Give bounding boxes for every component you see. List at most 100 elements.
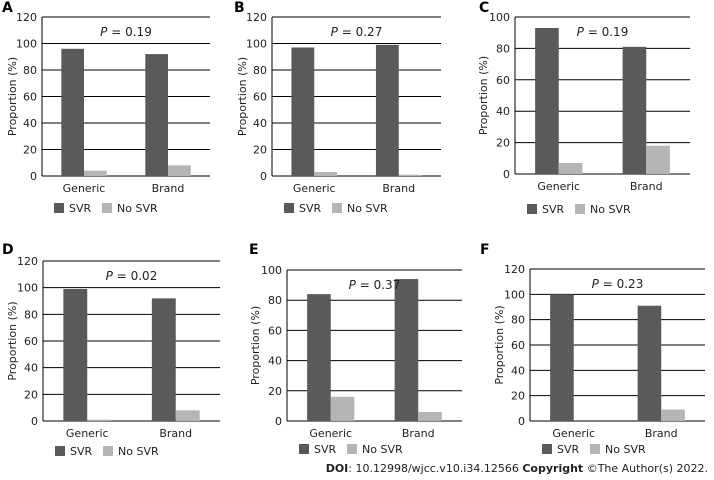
y-tick-label: 40 — [268, 355, 282, 368]
y-axis-label: Proportion (%) — [6, 57, 19, 136]
legend-label-svr: SVR — [70, 445, 93, 458]
y-tick-label: 120 — [16, 11, 37, 24]
legend-swatch-no-svr — [590, 444, 600, 454]
bar-svr-brand — [622, 46, 647, 174]
p-value: P = 0.37 — [349, 278, 401, 292]
y-tick-label: 20 — [268, 385, 282, 398]
legend-swatch-svr — [54, 203, 64, 213]
bar-no-svr-brand — [168, 165, 191, 176]
y-tick-label: 100 — [17, 282, 38, 295]
legend-label-no-svr: No SVR — [590, 203, 631, 216]
y-tick-label: 60 — [24, 335, 38, 348]
y-tick-label: 20 — [24, 388, 38, 401]
legend-swatch-no-svr — [102, 203, 112, 213]
legend-swatch-svr — [284, 203, 294, 213]
y-tick-label: 40 — [23, 117, 37, 130]
legend-swatch-no-svr — [575, 204, 585, 214]
bar-no-svr-generic — [84, 170, 107, 176]
legend-label-svr: SVR — [299, 202, 322, 215]
y-tick-label: 60 — [496, 74, 510, 87]
bar-svr-brand — [145, 54, 168, 176]
y-tick-label: 60 — [511, 339, 525, 352]
bar-svr-generic — [535, 27, 559, 174]
legend-label-svr: SVR — [69, 202, 92, 215]
y-tick-label: 0 — [503, 168, 510, 181]
x-tick-label: Generic — [537, 180, 580, 193]
legend-swatch-no-svr — [332, 203, 342, 213]
copyright-label: Copyright — [522, 462, 584, 475]
x-tick-label: Generic — [66, 427, 109, 440]
y-tick-label: 100 — [16, 38, 37, 51]
x-tick-label: Generic — [309, 427, 352, 440]
y-axis-label: Proportion (%) — [6, 301, 19, 380]
y-axis-label: Proportion (%) — [477, 56, 490, 135]
bar-svr-brand — [375, 44, 399, 177]
legend-label-no-svr: No SVR — [362, 443, 403, 456]
p-value: P = 0.19 — [100, 25, 152, 39]
y-tick-label: 20 — [253, 144, 267, 157]
bar-svr-brand — [637, 305, 662, 421]
y-tick-label: 40 — [253, 117, 267, 130]
bar-svr-generic — [61, 48, 84, 176]
legend-label-svr: SVR — [542, 203, 565, 216]
bar-no-svr-brand — [398, 174, 422, 176]
legend-label-no-svr: No SVR — [347, 202, 388, 215]
chart-panel-c: C 0 20 40 60 80 100 Proportion (%) Generic Brand P… — [477, 0, 690, 216]
y-tick-label: 100 — [261, 264, 282, 277]
y-tick-label: 80 — [511, 314, 525, 327]
panel-letter: E — [249, 242, 259, 258]
y-tick-label: 120 — [504, 263, 525, 276]
y-tick-label: 80 — [496, 42, 510, 55]
p-value: P = 0.27 — [331, 25, 383, 39]
y-tick-label: 80 — [23, 64, 37, 77]
chart-panel-e: E 0 20 40 60 80 100 Proportion (%) Generic Brand P… — [249, 242, 462, 456]
y-tick-label: 80 — [268, 294, 282, 307]
y-tick-label: 0 — [260, 170, 267, 183]
y-tick-label: 80 — [253, 64, 267, 77]
y-axis-label: Proportion (%) — [249, 306, 262, 385]
bar-no-svr-generic — [330, 396, 355, 421]
doi-label: DOI — [325, 462, 349, 475]
y-tick-label: 0 — [518, 415, 525, 428]
y-axis-label: Proportion (%) — [236, 57, 249, 136]
chart-panel-b: B 0 20 40 60 80 100 120 Proportion (%) Generic Bra… — [234, 0, 441, 215]
bar-svr-generic — [63, 289, 88, 421]
panel-letter: B — [234, 0, 245, 16]
legend-label-no-svr: No SVR — [118, 445, 159, 458]
y-tick-label: 0 — [275, 415, 282, 428]
panel-letter: C — [479, 0, 489, 16]
legend-swatch-no-svr — [347, 444, 357, 454]
y-tick-label: 80 — [24, 308, 38, 321]
bar-no-svr-brand — [175, 410, 200, 421]
x-tick-label: Generic — [63, 182, 106, 195]
x-tick-label: Generic — [552, 427, 595, 440]
bar-no-svr-brand — [418, 411, 442, 421]
bar-no-svr-generic — [314, 172, 338, 176]
x-tick-label: Brand — [645, 427, 678, 440]
legend: SVR No SVR — [55, 445, 159, 458]
x-tick-label: Brand — [382, 182, 415, 195]
bar-no-svr-brand — [646, 145, 670, 174]
y-tick-label: 0 — [30, 170, 37, 183]
legend-swatch-svr — [527, 204, 537, 214]
bar-no-svr-generic — [558, 163, 583, 174]
legend: SVR No SVR — [54, 202, 158, 215]
y-tick-label: 60 — [268, 324, 282, 337]
p-value: P = 0.02 — [106, 269, 158, 283]
legend: SVR No SVR — [284, 202, 388, 215]
y-tick-label: 60 — [253, 91, 267, 104]
bar-svr-generic — [291, 47, 315, 176]
panel-letter: F — [480, 242, 490, 258]
x-tick-label: Brand — [159, 427, 192, 440]
x-tick-label: Brand — [152, 182, 185, 195]
y-tick-label: 100 — [246, 38, 267, 51]
p-value: P = 0.19 — [577, 25, 629, 39]
y-tick-label: 60 — [23, 91, 37, 104]
bar-svr-brand — [394, 279, 419, 421]
p-value: P = 0.23 — [592, 277, 644, 291]
bar-no-svr-brand — [661, 409, 685, 421]
y-tick-label: 20 — [496, 137, 510, 150]
legend-label-no-svr: No SVR — [605, 443, 646, 456]
chart-panel-a: A 0 20 40 60 80 100 120 Proportion (%) Generic Bra… — [2, 0, 210, 215]
